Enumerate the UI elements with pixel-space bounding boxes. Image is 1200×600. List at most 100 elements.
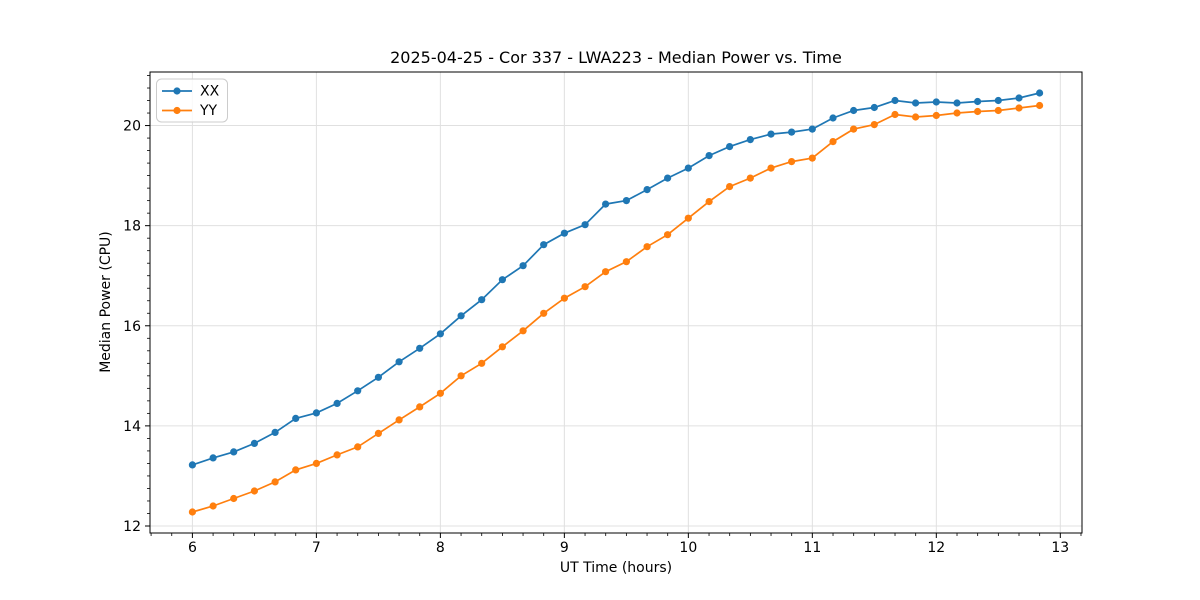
data-point-xx: [498, 276, 506, 284]
y-tick-label: 18: [123, 219, 141, 235]
data-point-yy: [643, 243, 651, 251]
legend: XX YY: [156, 78, 228, 123]
data-point-xx: [395, 358, 403, 366]
x-tick-label: 7: [312, 540, 321, 556]
y-tick-label: 16: [123, 319, 141, 335]
data-point-yy: [374, 429, 382, 437]
data-point-xx: [912, 99, 920, 107]
data-point-yy: [622, 258, 631, 266]
data-point-yy: [788, 158, 796, 166]
legend-marker-xx: [173, 87, 181, 95]
data-point-xx: [209, 454, 217, 462]
x-tick-label: 6: [188, 540, 197, 556]
data-point-yy: [767, 164, 775, 172]
y-tick-label: 14: [123, 419, 141, 435]
data-point-yy: [932, 111, 940, 120]
data-point-yy: [188, 508, 196, 516]
data-point-yy: [746, 174, 754, 182]
data-point-yy: [581, 283, 589, 291]
data-point-yy: [1036, 101, 1044, 110]
data-point-yy: [994, 106, 1002, 115]
chart-title: 2025-04-25 - Cor 337 - LWA223 - Median P…: [390, 48, 842, 67]
data-point-xx: [312, 409, 320, 417]
data-point-xx: [767, 130, 775, 138]
data-point-xx: [374, 373, 382, 381]
legend-marker-yy: [173, 106, 181, 115]
data-point-yy: [850, 125, 858, 133]
data-point-yy: [602, 268, 610, 276]
plot-area: 6 7 8 9 10 11 12 13 12 14 16 18 20: [123, 72, 1082, 556]
data-point-yy: [540, 309, 548, 317]
data-point-xx: [829, 114, 837, 122]
data-point-xx: [1036, 89, 1044, 97]
data-point-yy: [829, 138, 837, 146]
data-point-xx: [643, 186, 651, 194]
data-point-yy: [705, 198, 713, 206]
data-point-yy: [912, 113, 920, 121]
data-point-yy: [333, 451, 341, 459]
data-point-xx: [540, 241, 548, 249]
data-point-xx: [436, 330, 444, 338]
data-point-xx: [850, 106, 858, 115]
data-point-yy: [664, 231, 672, 239]
data-point-xx: [891, 96, 899, 105]
legend-entry-yy: YY: [162, 103, 218, 119]
data-point-yy: [684, 214, 692, 222]
data-point-yy: [209, 502, 217, 510]
data-point-xx: [292, 414, 300, 422]
data-point-xx: [230, 448, 238, 456]
data-point-xx: [581, 221, 589, 229]
data-point-yy: [1015, 104, 1023, 112]
data-point-xx: [705, 152, 713, 160]
data-point-yy: [891, 110, 899, 119]
data-point-xx: [519, 262, 527, 270]
x-tick-label: 13: [1051, 540, 1069, 556]
data-point-xx: [457, 312, 465, 320]
data-point-yy: [560, 294, 569, 302]
legend-entry-xx: XX: [162, 84, 220, 100]
y-tick-label: 12: [123, 519, 141, 535]
data-point-yy: [478, 359, 486, 367]
legend-label-xx: XX: [200, 84, 220, 100]
data-point-xx: [271, 428, 279, 436]
x-axis-label: UT Time (hours): [560, 560, 672, 576]
data-point-yy: [436, 389, 444, 397]
plot-border: [149, 71, 1083, 534]
data-point-xx: [808, 125, 816, 133]
series-line-xx: [192, 92, 1040, 466]
data-point-yy: [416, 403, 424, 411]
data-point-xx: [974, 97, 982, 106]
x-tick-label: 11: [803, 540, 821, 556]
data-point-yy: [457, 372, 465, 380]
data-point-yy: [271, 478, 279, 486]
y-axis-label: Median Power (CPU): [98, 231, 114, 373]
legend-label-yy: YY: [199, 103, 218, 119]
data-point-yy: [312, 459, 320, 467]
data-point-yy: [498, 343, 506, 351]
data-point-xx: [953, 99, 961, 107]
data-point-yy: [519, 327, 527, 335]
x-tick-label: 8: [436, 540, 445, 556]
x-tick-label: 12: [927, 540, 945, 556]
data-point-xx: [870, 103, 878, 112]
data-point-xx: [622, 197, 631, 205]
data-point-xx: [664, 174, 672, 182]
data-point-xx: [416, 344, 424, 352]
data-point-yy: [230, 494, 238, 503]
x-tick-label: 10: [679, 540, 697, 556]
data-point-yy: [870, 121, 878, 129]
data-point-yy: [354, 443, 362, 451]
data-point-xx: [478, 296, 486, 304]
data-point-xx: [746, 136, 754, 144]
x-tick-label: 9: [560, 540, 569, 556]
data-point-yy: [808, 154, 816, 162]
data-point-yy: [250, 487, 258, 495]
data-point-xx: [726, 143, 734, 151]
data-point-xx: [333, 399, 341, 407]
data-point-xx: [788, 128, 796, 136]
data-point-xx: [354, 387, 362, 395]
data-point-xx: [1015, 94, 1023, 102]
data-point-xx: [994, 96, 1002, 105]
